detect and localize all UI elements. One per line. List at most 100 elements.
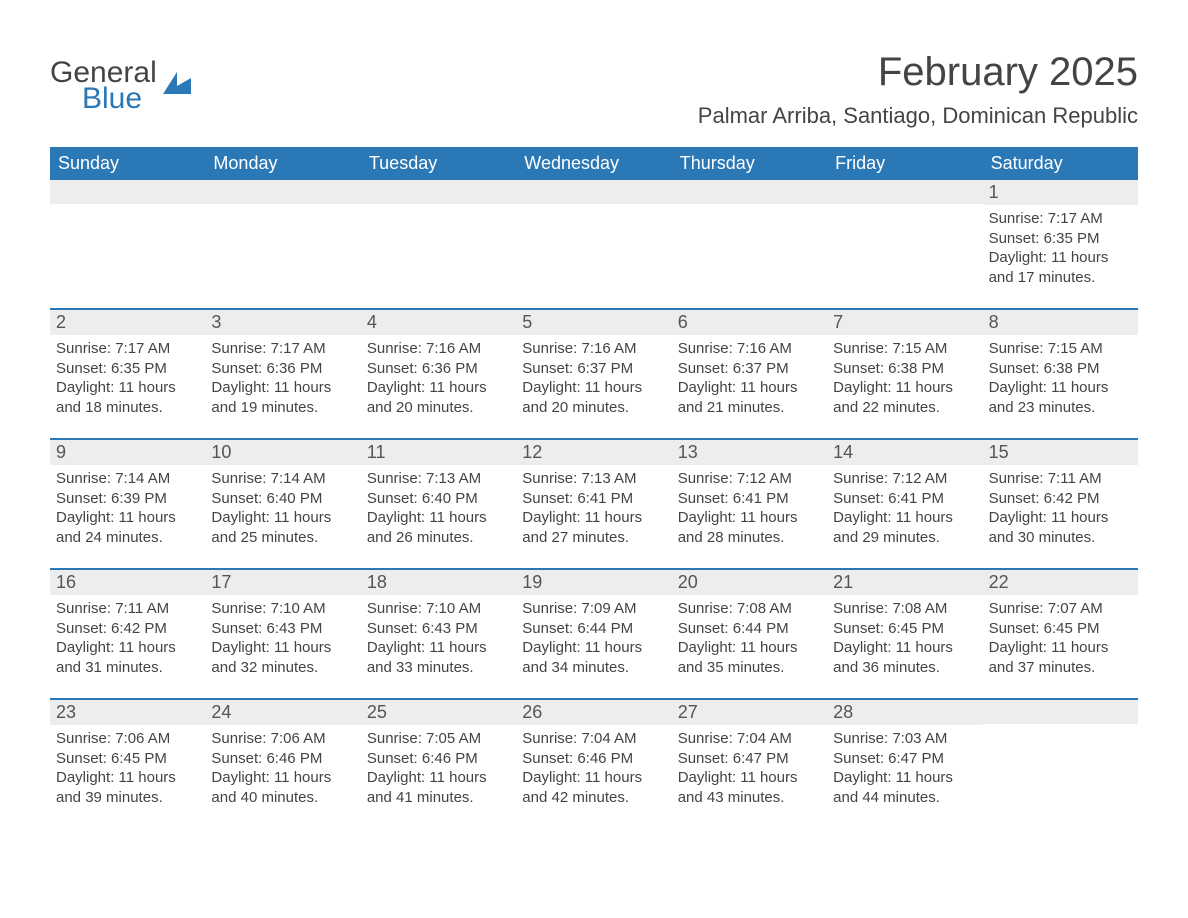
day-sunrise: Sunrise: 7:09 AM [522,599,665,619]
day-sunset: Sunset: 6:42 PM [989,489,1132,509]
day-number: 26 [516,700,671,725]
day-number: 3 [205,310,360,335]
day-daylight1: Daylight: 11 hours [367,768,510,788]
day-number: 27 [672,700,827,725]
day-sunrise: Sunrise: 7:14 AM [211,469,354,489]
day-sunrise: Sunrise: 7:07 AM [989,599,1132,619]
day-cell: 24Sunrise: 7:06 AMSunset: 6:46 PMDayligh… [205,700,360,810]
day-body: Sunrise: 7:13 AMSunset: 6:41 PMDaylight:… [516,465,671,547]
weeks-container: 1Sunrise: 7:17 AMSunset: 6:35 PMDaylight… [50,180,1138,810]
day-number: 25 [361,700,516,725]
day-sunset: Sunset: 6:42 PM [56,619,199,639]
day-daylight2: and 20 minutes. [367,398,510,418]
day-number [205,180,360,204]
day-number: 8 [983,310,1138,335]
weekday-header: Sunday [50,147,205,180]
day-daylight2: and 39 minutes. [56,788,199,808]
day-daylight1: Daylight: 11 hours [56,508,199,528]
day-body: Sunrise: 7:16 AMSunset: 6:36 PMDaylight:… [361,335,516,417]
day-sunset: Sunset: 6:44 PM [522,619,665,639]
title-block: February 2025 Palmar Arriba, Santiago, D… [698,50,1138,129]
day-sunset: Sunset: 6:36 PM [367,359,510,379]
day-body: Sunrise: 7:14 AMSunset: 6:40 PMDaylight:… [205,465,360,547]
week-row: 16Sunrise: 7:11 AMSunset: 6:42 PMDayligh… [50,568,1138,680]
day-daylight2: and 29 minutes. [833,528,976,548]
day-cell: 16Sunrise: 7:11 AMSunset: 6:42 PMDayligh… [50,570,205,680]
day-daylight1: Daylight: 11 hours [367,508,510,528]
day-sunrise: Sunrise: 7:13 AM [522,469,665,489]
day-cell: 21Sunrise: 7:08 AMSunset: 6:45 PMDayligh… [827,570,982,680]
day-number: 2 [50,310,205,335]
day-number: 17 [205,570,360,595]
day-number: 13 [672,440,827,465]
day-number [361,180,516,204]
day-sunrise: Sunrise: 7:06 AM [56,729,199,749]
day-sunrise: Sunrise: 7:06 AM [211,729,354,749]
day-sunrise: Sunrise: 7:17 AM [56,339,199,359]
day-cell: 9Sunrise: 7:14 AMSunset: 6:39 PMDaylight… [50,440,205,550]
day-sunrise: Sunrise: 7:05 AM [367,729,510,749]
day-sunset: Sunset: 6:36 PM [211,359,354,379]
day-daylight1: Daylight: 11 hours [211,638,354,658]
day-sunset: Sunset: 6:47 PM [678,749,821,769]
day-sunset: Sunset: 6:41 PM [522,489,665,509]
day-body: Sunrise: 7:11 AMSunset: 6:42 PMDaylight:… [983,465,1138,547]
day-cell: 25 Sunrise: 7:05 AMSunset: 6:46 PMDayligh… [361,700,516,810]
day-cell: 6Sunrise: 7:16 AMSunset: 6:37 PMDaylight… [672,310,827,420]
weekday-header-row: SundayMondayTuesdayWednesdayThursdayFrid… [50,147,1138,180]
day-body: Sunrise: 7:15 AMSunset: 6:38 PMDaylight:… [983,335,1138,417]
day-daylight1: Daylight: 11 hours [56,768,199,788]
day-cell: 2Sunrise: 7:17 AMSunset: 6:35 PMDaylight… [50,310,205,420]
day-sunset: Sunset: 6:46 PM [367,749,510,769]
day-body: Sunrise: 7:04 AMSunset: 6:46 PMDaylight:… [516,725,671,807]
day-daylight1: Daylight: 11 hours [211,508,354,528]
calendar-grid: SundayMondayTuesdayWednesdayThursdayFrid… [50,147,1138,810]
day-cell [516,180,671,290]
day-daylight2: and 33 minutes. [367,658,510,678]
day-sunrise: Sunrise: 7:03 AM [833,729,976,749]
day-daylight1: Daylight: 11 hours [522,378,665,398]
day-daylight2: and 21 minutes. [678,398,821,418]
day-number: 20 [672,570,827,595]
day-body [516,204,671,208]
day-cell: 12Sunrise: 7:13 AMSunset: 6:41 PMDayligh… [516,440,671,550]
day-daylight2: and 24 minutes. [56,528,199,548]
day-cell: 15Sunrise: 7:11 AMSunset: 6:42 PMDayligh… [983,440,1138,550]
day-body: Sunrise: 7:12 AMSunset: 6:41 PMDaylight:… [672,465,827,547]
day-cell: 1Sunrise: 7:17 AMSunset: 6:35 PMDaylight… [983,180,1138,290]
day-body: Sunrise: 7:12 AMSunset: 6:41 PMDaylight:… [827,465,982,547]
day-cell: 4Sunrise: 7:16 AMSunset: 6:36 PMDaylight… [361,310,516,420]
day-daylight1: Daylight: 11 hours [833,508,976,528]
day-number [50,180,205,204]
weekday-header: Friday [827,147,982,180]
day-sunset: Sunset: 6:43 PM [211,619,354,639]
day-body: Sunrise: 7:10 AMSunset: 6:43 PMDaylight:… [205,595,360,677]
day-number: 6 [672,310,827,335]
day-daylight2: and 18 minutes. [56,398,199,418]
day-body [827,204,982,208]
day-daylight1: Daylight: 11 hours [678,508,821,528]
day-daylight2: and 23 minutes. [989,398,1132,418]
day-sunset: Sunset: 6:35 PM [989,229,1132,249]
day-body: Sunrise: 7:17 AMSunset: 6:35 PMDaylight:… [983,205,1138,287]
day-daylight1: Daylight: 11 hours [211,768,354,788]
day-sunset: Sunset: 6:44 PM [678,619,821,639]
day-daylight2: and 40 minutes. [211,788,354,808]
day-cell: 28Sunrise: 7:03 AMSunset: 6:47 PMDayligh… [827,700,982,810]
day-sunset: Sunset: 6:37 PM [522,359,665,379]
day-daylight2: and 22 minutes. [833,398,976,418]
day-sunset: Sunset: 6:38 PM [833,359,976,379]
day-cell: 26Sunrise: 7:04 AMSunset: 6:46 PMDayligh… [516,700,671,810]
weekday-header: Thursday [672,147,827,180]
day-sunrise: Sunrise: 7:17 AM [211,339,354,359]
day-daylight2: and 36 minutes. [833,658,976,678]
day-sunrise: Sunrise: 7:16 AM [678,339,821,359]
day-cell: 17Sunrise: 7:10 AMSunset: 6:43 PMDayligh… [205,570,360,680]
month-title: February 2025 [698,50,1138,95]
day-cell [50,180,205,290]
day-daylight1: Daylight: 11 hours [678,638,821,658]
day-cell: 18Sunrise: 7:10 AMSunset: 6:43 PMDayligh… [361,570,516,680]
day-daylight1: Daylight: 11 hours [989,638,1132,658]
day-cell: 23Sunrise: 7:06 AMSunset: 6:45 PMDayligh… [50,700,205,810]
day-cell: 7Sunrise: 7:15 AMSunset: 6:38 PMDaylight… [827,310,982,420]
